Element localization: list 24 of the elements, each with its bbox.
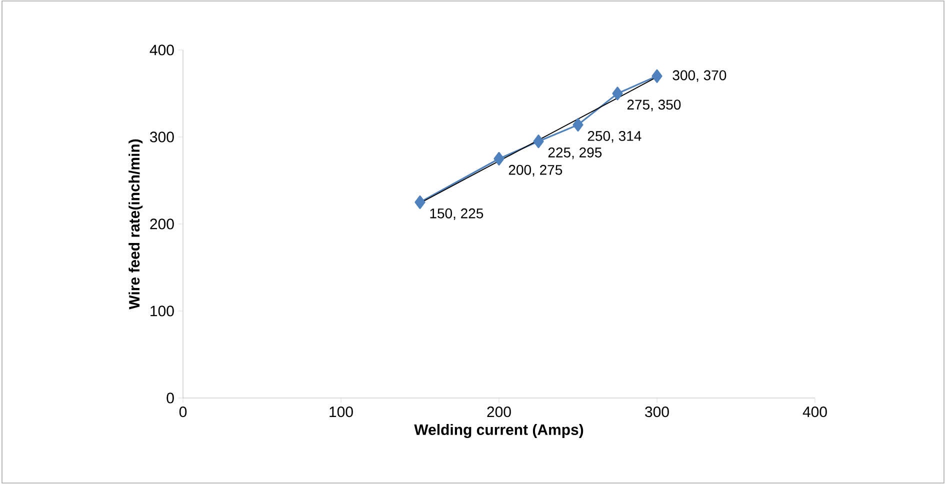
x-axis-title: Welding current (Amps) <box>414 424 584 438</box>
data-label: 150, 225 <box>430 208 484 220</box>
data-label: 225, 295 <box>548 148 602 160</box>
point <box>414 195 426 210</box>
x-tick-label: 300 <box>645 406 669 418</box>
x-tick-label: 400 <box>802 406 827 418</box>
point <box>533 134 544 148</box>
data-label: 275, 350 <box>627 100 681 112</box>
y-axis-title: Wire feed rate(inch/min) <box>128 139 143 310</box>
data-label: 250, 314 <box>588 131 642 143</box>
x-tick-label: 0 <box>179 406 187 418</box>
y-tick-label: 300 <box>150 132 174 142</box>
data-label: 200, 275 <box>508 164 562 177</box>
y-tick-label: 100 <box>150 306 174 316</box>
x-tick-label: 200 <box>487 406 511 418</box>
point <box>494 152 504 166</box>
y-tick-label: 400 <box>150 44 174 56</box>
data-label: 300, 370 <box>672 70 726 82</box>
y-tick-label: 0 <box>166 392 174 404</box>
point <box>612 86 623 100</box>
x-tick-label: 100 <box>330 406 353 418</box>
point <box>652 69 662 83</box>
y-tick-label: 200 <box>150 218 174 230</box>
point <box>572 118 584 132</box>
